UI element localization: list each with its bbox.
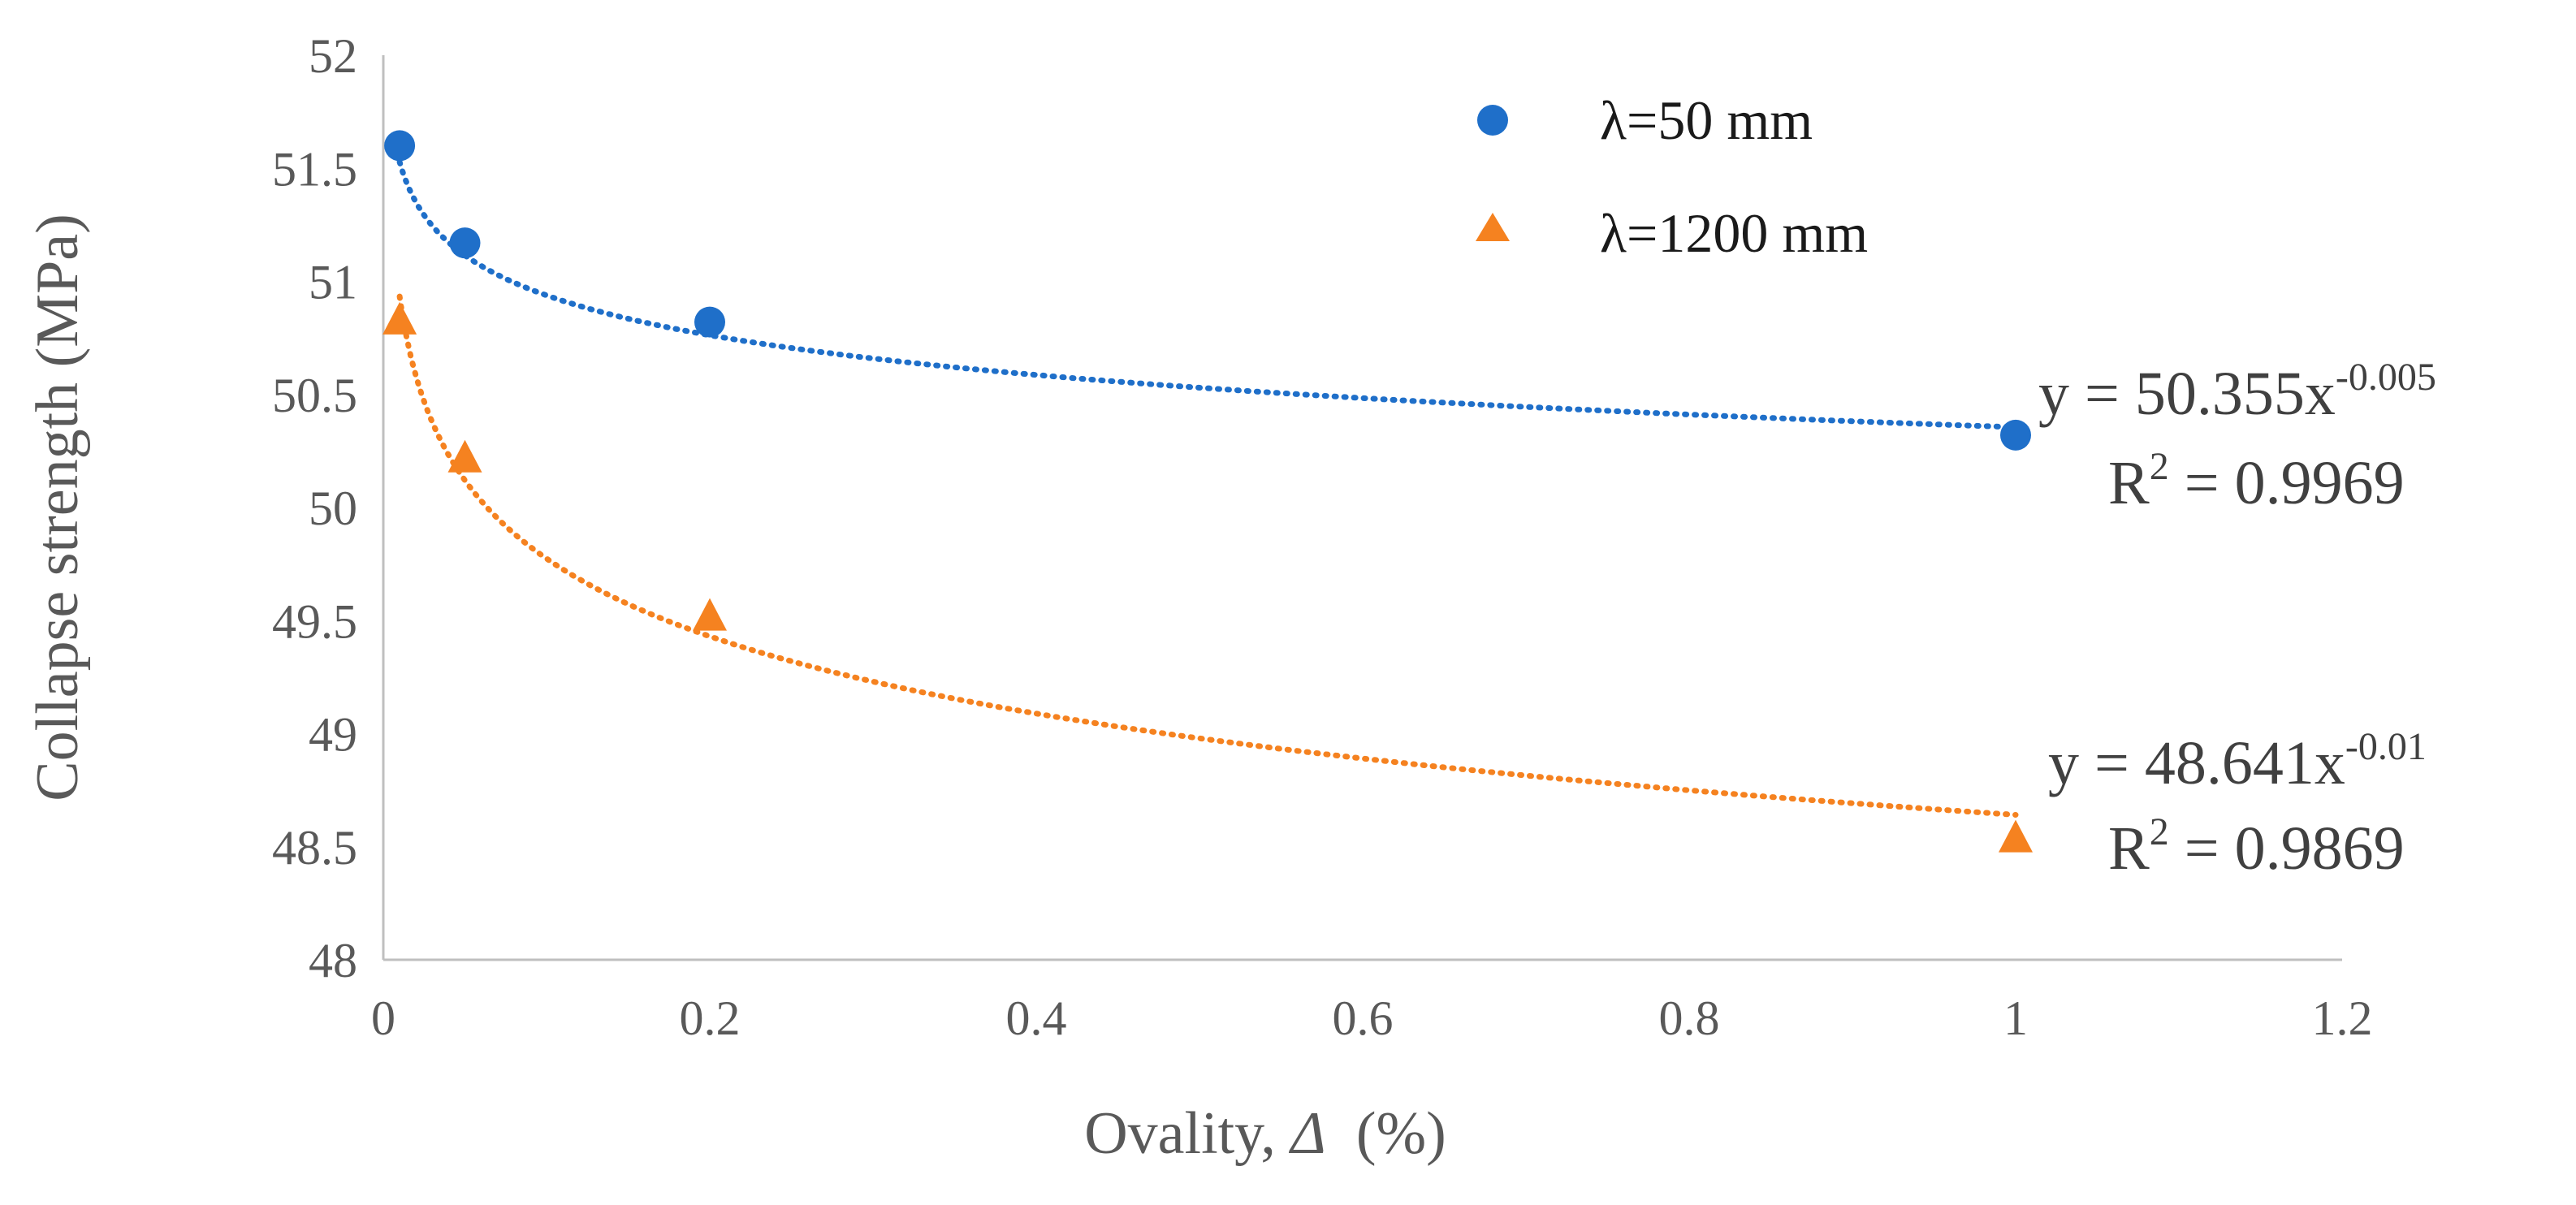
equation-line-series-1: y = 50.355x-0.005 [2038,356,2436,428]
data-point-series-1 [450,227,481,258]
equation-base: y = 50.355x [2038,360,2336,428]
legend-item-series-1: λ=50 mm [1477,89,1813,151]
equation-line-series-2: y = 48.641x-0.01 [2048,725,2427,797]
equation-exponent: -0.01 [2345,725,2427,768]
y-tick-label: 52 [309,29,357,83]
r2-superscript: 2 [2150,810,2169,853]
y-tick-label: 50.5 [272,369,357,422]
y-tick-label: 49 [309,708,357,762]
r2-symbol: R [2108,814,2150,883]
x-axis-title: Ovality, Δ (%) [1084,1100,1446,1167]
legend-item-series-2: λ=1200 mm [1476,202,1868,264]
x-tick-label: 0.2 [680,991,741,1045]
y-tick-label: 51.5 [272,142,357,196]
r2-value: = 0.9869 [2169,814,2405,883]
data-point-series-1 [694,307,725,338]
x-tick-label: 0.6 [1333,991,1394,1045]
axes [383,55,2342,960]
x-axis-title-prefix: Ovality, [1084,1100,1290,1167]
x-tick-labels: 0 0.2 0.4 0.6 0.8 1 1.2 [371,991,2373,1045]
data-point-series-2 [1999,820,2033,853]
x-axis-title-symbol: Δ [1288,1100,1325,1167]
r2-symbol: R [2108,449,2150,517]
data-point-series-2 [383,302,417,335]
equation-exponent: -0.005 [2336,356,2436,399]
r-squared-series-1: R2 = 0.9969 [2108,445,2405,517]
legend-marker-circle [1477,105,1508,136]
x-tick-label: 1.2 [2312,991,2373,1045]
x-tick-label: 0 [371,991,395,1045]
data-point-series-1 [384,130,415,161]
data-point-series-2 [448,440,482,473]
equation-base: y = 48.641x [2048,729,2345,797]
x-tick-label: 0.4 [1006,991,1067,1045]
legend-label-series-1: λ=50 mm [1600,89,1813,151]
r-squared-series-2: R2 = 0.9869 [2108,810,2405,883]
y-tick-label: 49.5 [272,594,357,648]
r2-value: = 0.9969 [2169,449,2405,517]
legend: λ=50 mm λ=1200 mm [1476,89,1868,264]
x-tick-label: 1 [2003,991,2028,1045]
trendline-series-2 [400,296,2016,814]
data-point-series-1 [2000,420,2031,451]
data-point-series-2 [693,598,727,631]
y-tick-label: 51 [309,256,357,309]
y-tick-label: 48.5 [272,821,357,875]
y-tick-label: 48 [309,934,357,987]
y-axis-title: Collapse strength (MPa) [24,214,91,801]
legend-marker-triangle [1476,213,1510,241]
x-tick-label: 0.8 [1659,991,1720,1045]
chart: 48 48.5 49 49.5 50 50.5 51 51.5 52 0 0.2 0.4 0.6 0.8… [0,0,2576,1201]
r2-superscript: 2 [2150,445,2169,488]
trendline-equation-series-1: y = 50.355x-0.005 R2 = 0.9969 [2038,356,2436,517]
chart-svg: 48 48.5 49 49.5 50 50.5 51 51.5 52 0 0.2 0.4 0.6 0.8… [0,0,2576,1201]
legend-label-series-2: λ=1200 mm [1600,202,1868,264]
y-tick-labels: 48 48.5 49 49.5 50 50.5 51 51.5 52 [272,29,357,987]
trendline-equation-series-2: y = 48.641x-0.01 R2 = 0.9869 [2048,725,2427,883]
x-axis-title-suffix: (%) [1326,1100,1446,1167]
y-tick-label: 50 [309,482,357,535]
